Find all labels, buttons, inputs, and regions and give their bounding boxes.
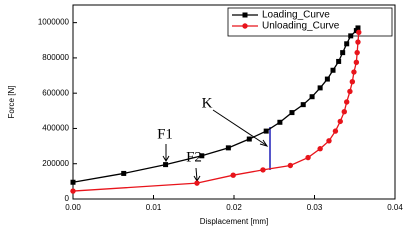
x-tick-label: 0.00 (65, 203, 81, 212)
point (305, 154, 311, 161)
point (199, 153, 205, 159)
point (330, 67, 336, 73)
point (225, 145, 231, 151)
legend-marker (242, 12, 248, 18)
point (355, 39, 361, 45)
point (356, 29, 362, 36)
point (121, 170, 127, 176)
y-tick-label: 200000 (42, 159, 69, 168)
point (332, 128, 339, 134)
point (317, 146, 323, 152)
point (194, 180, 200, 186)
y-tick-label: 800000 (42, 53, 69, 62)
point (324, 76, 330, 82)
y-tick-label: 0 (65, 194, 70, 203)
point (336, 58, 342, 64)
point (353, 59, 360, 66)
point (309, 94, 315, 100)
point (348, 33, 354, 39)
point (300, 102, 306, 108)
point (163, 162, 169, 168)
legend-marker (242, 23, 248, 29)
point (326, 138, 332, 144)
point (353, 28, 359, 34)
point (340, 50, 346, 56)
point (70, 179, 76, 185)
point (70, 188, 76, 194)
point (246, 136, 252, 142)
legend-label: Unloading_Curve (262, 21, 340, 32)
x-tick-label: 0.04 (387, 203, 403, 212)
point (344, 41, 350, 47)
x-tick-label: 0.03 (307, 203, 323, 212)
point (351, 69, 357, 75)
point (289, 110, 295, 116)
x-tick-label: 0.01 (146, 203, 162, 212)
x-tick-label: 0.02 (226, 203, 242, 212)
y-tick-label: 1000000 (38, 18, 70, 27)
annotation: F1 (157, 126, 173, 142)
point (263, 128, 269, 134)
annotation-arrows (162, 109, 269, 182)
x-axis-label: Displacement [mm] (200, 217, 268, 226)
y-axis-label: Force [N] (7, 86, 16, 119)
y-tick-label: 600000 (42, 88, 69, 97)
point (355, 25, 361, 31)
point (287, 162, 294, 169)
point (349, 79, 356, 85)
point (344, 99, 350, 105)
annotation: K (202, 95, 213, 111)
point (337, 118, 343, 125)
point (277, 119, 283, 125)
legend (227, 7, 393, 37)
y-tick-label: 400000 (42, 124, 69, 133)
point (341, 109, 347, 115)
series-line (72, 27, 359, 183)
point (230, 172, 236, 178)
point (347, 88, 353, 95)
point (260, 167, 266, 173)
point (354, 49, 360, 56)
point (317, 85, 323, 91)
legend-label: Loading_Curve (262, 10, 330, 21)
